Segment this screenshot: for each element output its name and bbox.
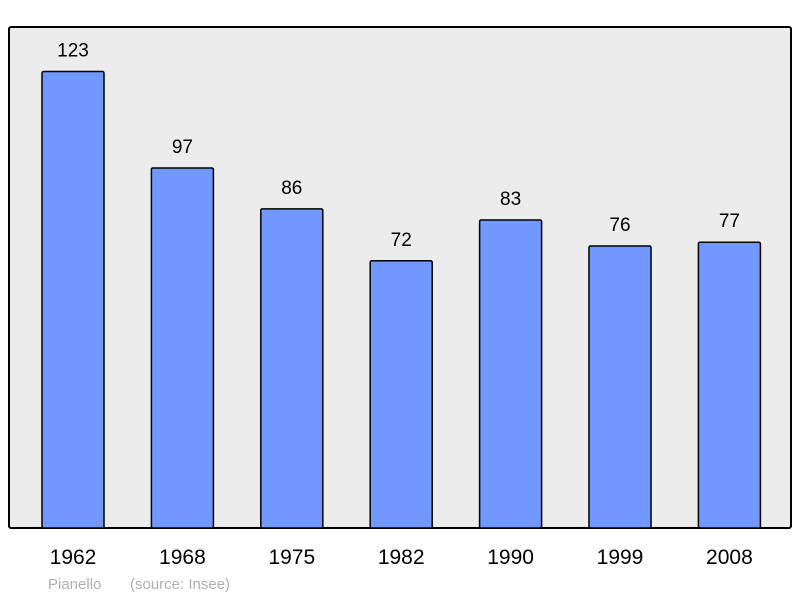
- data-label-1990: 83: [500, 189, 521, 210]
- data-label-1999: 76: [609, 215, 630, 236]
- data-label-1962: 123: [57, 41, 89, 62]
- x-tick-1968: 1968: [159, 546, 206, 569]
- bar-2008: [697, 241, 762, 529]
- footer-source: (source: Insee): [130, 576, 230, 593]
- bar-1982: [369, 260, 433, 529]
- bar-1962: [41, 70, 105, 529]
- bar-1999: [588, 245, 652, 529]
- bar-1975: [260, 208, 324, 529]
- data-label-1982: 72: [391, 230, 412, 251]
- bar-1968: [150, 167, 215, 529]
- data-label-1968: 97: [172, 137, 193, 158]
- x-tick-2008: 2008: [706, 546, 753, 569]
- bar-1990: [478, 219, 543, 529]
- x-tick-1982: 1982: [378, 546, 425, 569]
- data-label-2008: 77: [719, 211, 740, 232]
- data-label-1975: 86: [281, 178, 302, 199]
- x-tick-1962: 1962: [50, 546, 97, 569]
- x-tick-1975: 1975: [268, 546, 315, 569]
- x-tick-1990: 1990: [487, 546, 534, 569]
- footer-place: Pianello: [48, 576, 101, 593]
- x-tick-1999: 1999: [597, 546, 644, 569]
